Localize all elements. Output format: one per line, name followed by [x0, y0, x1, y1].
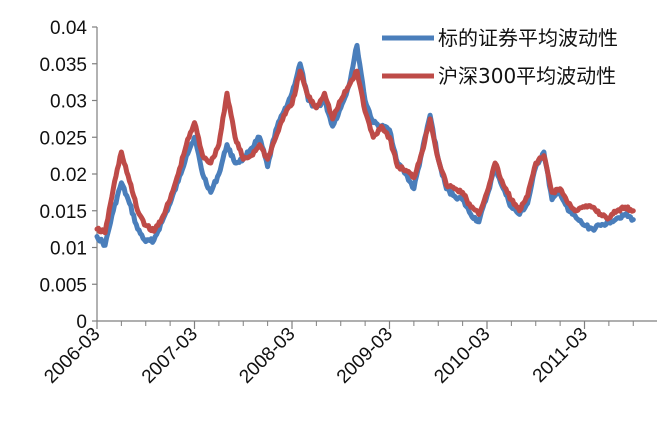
- y-tick-label: 0.02: [50, 165, 87, 186]
- y-tick-label: 0.04: [50, 18, 87, 39]
- x-tick-label: 2007-03: [138, 324, 202, 388]
- y-tick-label: 0: [76, 312, 87, 333]
- y-tick-label: 0.005: [39, 275, 87, 296]
- y-tick-label: 0.025: [39, 128, 87, 149]
- legend-label-0: 标的证券平均波动性: [438, 26, 618, 50]
- x-tick-label: 2006-03: [40, 324, 104, 388]
- legend-label-1: 沪深300平均波动性: [438, 64, 616, 88]
- legend: 标的证券平均波动性 沪深300平均波动性: [382, 26, 618, 88]
- y-tick-label: 0.03: [50, 92, 87, 113]
- y-tick-label: 0.015: [39, 202, 87, 223]
- y-tick-label: 0.035: [39, 55, 87, 76]
- series-line-1: [94, 68, 636, 236]
- x-tick-label: 2008-03: [235, 324, 299, 388]
- x-tick-label: 2009-03: [333, 324, 397, 388]
- x-tick-label: 2010-03: [430, 324, 494, 388]
- series-layer: [94, 42, 636, 248]
- y-tick-label: 0.01: [50, 239, 87, 260]
- x-tick-label: 2011-03: [529, 324, 592, 387]
